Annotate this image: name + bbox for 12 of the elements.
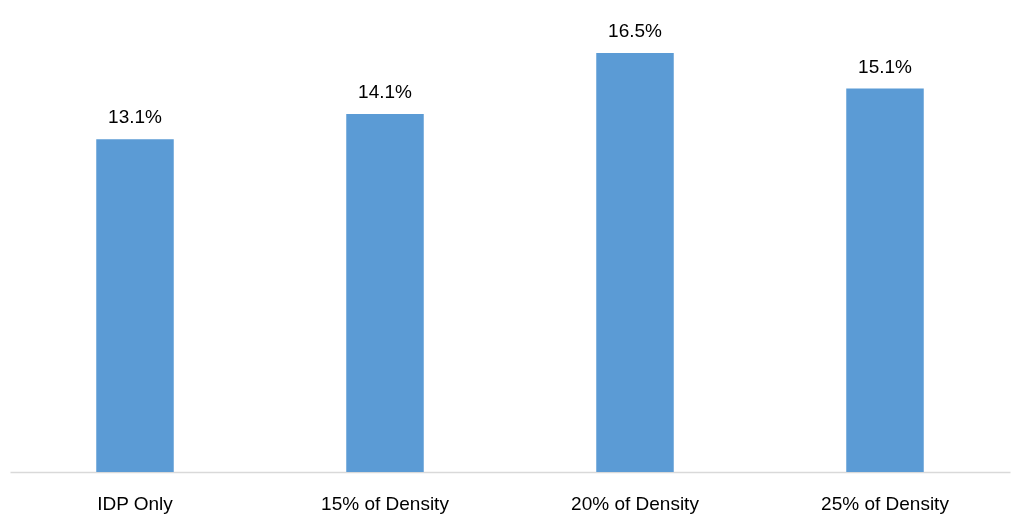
bar: [346, 113, 424, 472]
data-label: 14.1%: [358, 80, 413, 102]
data-label: 16.5%: [608, 20, 663, 41]
x-tick-label: 25% of Density: [821, 492, 950, 514]
x-tick-label: IDP Only: [97, 492, 174, 514]
bar: [846, 88, 924, 472]
bar: [96, 139, 174, 472]
data-label: 15.1%: [858, 55, 913, 77]
x-tick-label: 15% of Density: [321, 492, 450, 514]
data-label: 13.1%: [108, 106, 163, 128]
x-tick-label: 20% of Density: [571, 492, 700, 514]
bar: [596, 53, 674, 472]
